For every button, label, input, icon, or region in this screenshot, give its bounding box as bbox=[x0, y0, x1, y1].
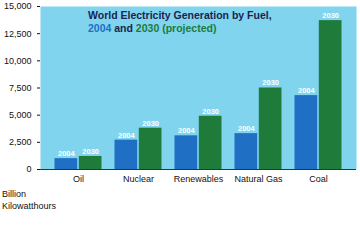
svg-text:2030: 2030 bbox=[322, 11, 339, 20]
svg-text:5,000: 5,000 bbox=[9, 110, 32, 120]
svg-text:2004: 2004 bbox=[238, 124, 256, 133]
svg-text:12,500: 12,500 bbox=[4, 29, 32, 39]
svg-text:2030: 2030 bbox=[142, 119, 159, 128]
svg-text:2030: 2030 bbox=[202, 107, 219, 116]
svg-text:10,000: 10,000 bbox=[4, 56, 32, 66]
html-text:Billion Kilowatthours: Billion Kilowatthours bbox=[2, 189, 56, 211]
svg-text:0: 0 bbox=[26, 164, 31, 174]
svg-text:Renewables: Renewables bbox=[174, 174, 224, 184]
svg-text:Oil: Oil bbox=[73, 174, 84, 184]
svg-text:2030: 2030 bbox=[262, 78, 279, 87]
svg-text:7,500: 7,500 bbox=[9, 83, 32, 93]
svg-text:Nuclear: Nuclear bbox=[123, 174, 154, 184]
svg-text:2004: 2004 bbox=[298, 86, 316, 95]
svg-text:2030: 2030 bbox=[82, 147, 99, 156]
svg-text:2004: 2004 bbox=[118, 131, 136, 140]
svg-text:Coal: Coal bbox=[309, 174, 328, 184]
svg-text:Natural Gas: Natural Gas bbox=[234, 174, 283, 184]
svg-text:15,000: 15,000 bbox=[4, 1, 32, 11]
html-text:2004 and 2030 (projected): 2004 and 2030 (projected) bbox=[88, 22, 217, 34]
svg-text:2004: 2004 bbox=[178, 126, 196, 135]
html-text:World Electricity Generation b: World Electricity Generation by Fuel, bbox=[88, 9, 272, 21]
svg-text:2,500: 2,500 bbox=[9, 137, 32, 147]
svg-text:2004: 2004 bbox=[58, 149, 76, 158]
